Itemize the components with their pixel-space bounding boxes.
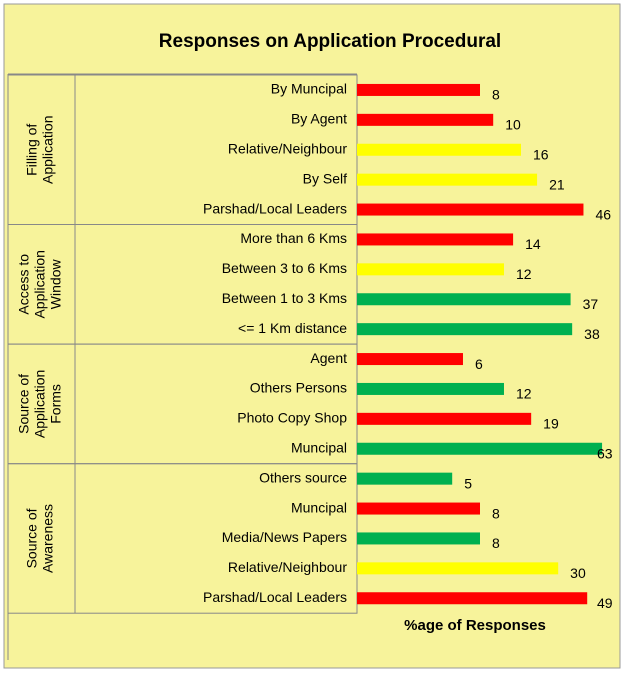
bar	[357, 143, 521, 156]
bar	[357, 412, 532, 425]
category-label: Between 3 to 6 Kms	[222, 260, 347, 276]
value-label: 12	[516, 266, 532, 282]
group-label: Application	[32, 250, 48, 319]
bar	[357, 293, 571, 306]
bar	[357, 592, 588, 605]
group-label: Source of	[24, 508, 40, 568]
category-label: Agent	[310, 350, 347, 366]
category-label: By Agent	[291, 111, 347, 127]
category-label: More than 6 Kms	[240, 230, 347, 246]
group-label: Forms	[48, 384, 64, 424]
category-label: Muncipal	[291, 499, 347, 515]
category-label: Media/News Papers	[222, 529, 347, 545]
bar	[357, 382, 504, 395]
bar	[357, 562, 559, 575]
bar	[357, 472, 453, 485]
category-label: Parshad/Local Leaders	[203, 200, 347, 216]
value-label: 46	[595, 206, 611, 222]
chart-title: Responses on Application Procedural	[159, 31, 501, 52]
value-label: 8	[492, 535, 500, 551]
bar	[357, 83, 480, 96]
group-label: Application	[32, 370, 48, 439]
group-label: Awareness	[40, 504, 56, 573]
category-label: Relative/Neighbour	[228, 559, 347, 575]
category-label: Others Persons	[250, 380, 347, 396]
value-label: 30	[570, 565, 586, 581]
value-label: 10	[505, 117, 521, 133]
group-label: Access to	[16, 254, 32, 315]
category-label: Photo Copy Shop	[237, 410, 347, 426]
value-label: 6	[475, 356, 483, 372]
group-label: Source of	[16, 374, 32, 434]
value-label: 21	[549, 176, 565, 192]
chart-background	[3, 3, 621, 669]
group-label: Filling of	[24, 124, 40, 176]
value-label: 14	[525, 236, 541, 252]
category-label: Between 1 to 3 Kms	[222, 290, 347, 306]
category-label: <= 1 Km distance	[238, 320, 347, 336]
value-label: 49	[597, 595, 613, 611]
value-label: 8	[492, 87, 500, 103]
value-label: 12	[516, 386, 532, 402]
group-label: Application	[40, 116, 56, 185]
bar	[357, 442, 603, 455]
value-label: 16	[533, 146, 549, 162]
value-label: 5	[464, 475, 472, 491]
value-label: 38	[584, 326, 600, 342]
category-label: By Muncipal	[271, 81, 347, 97]
value-label: 37	[583, 296, 599, 312]
bar	[357, 323, 573, 336]
category-label: Relative/Neighbour	[228, 140, 347, 156]
x-axis-label: %age of Responses	[404, 617, 546, 634]
value-label: 8	[492, 505, 500, 521]
bar	[357, 263, 504, 276]
category-label: Muncipal	[291, 439, 347, 455]
category-label: Others source	[259, 469, 347, 485]
bar	[357, 233, 514, 246]
category-label: Parshad/Local Leaders	[203, 589, 347, 605]
group-label: Window	[48, 259, 64, 310]
bar	[357, 532, 480, 545]
bar	[357, 353, 463, 366]
category-label: By Self	[303, 170, 347, 186]
bar	[357, 113, 494, 126]
bar	[357, 502, 480, 515]
value-label: 63	[597, 445, 613, 461]
bar	[357, 173, 538, 186]
bar	[357, 203, 584, 216]
value-label: 19	[543, 416, 559, 432]
